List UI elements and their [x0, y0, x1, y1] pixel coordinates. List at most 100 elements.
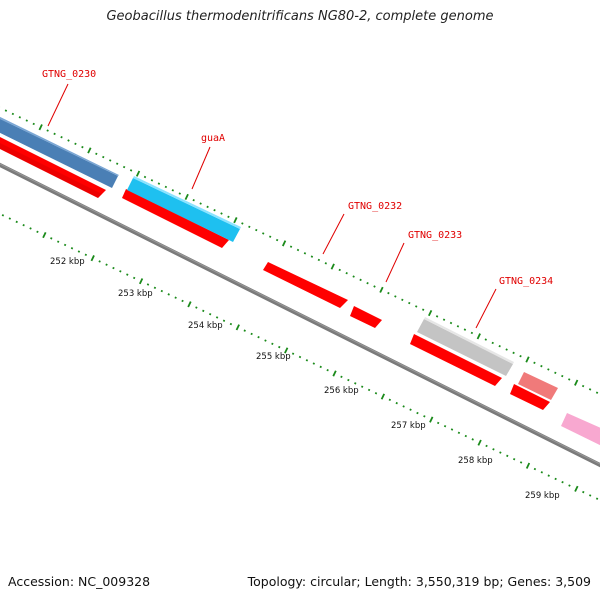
outer-minor-tick: [324, 262, 328, 265]
outer-minor-tick: [46, 129, 49, 132]
leader-guaa: [191, 146, 211, 190]
gene-label-gtng-0232[interactable]: GTNG_0232: [348, 201, 402, 212]
inner-minor-tick: [347, 378, 350, 382]
outer-minor-tick: [213, 208, 216, 212]
outer-tick-track: [0, 106, 599, 394]
inner-minor-tick: [540, 471, 544, 474]
inner-minor-tick: [132, 276, 136, 280]
outer-minor-tick: [442, 318, 446, 321]
outer-minor-tick: [401, 298, 404, 301]
kbp-label: 254 kbp: [188, 321, 223, 331]
outer-major-tick: [184, 193, 189, 201]
outer-minor-tick: [421, 308, 425, 311]
inner-minor-tick: [160, 289, 164, 293]
cds-arrow-5[interactable]: [410, 334, 502, 386]
leader-gtng-0233: [385, 242, 405, 283]
outer-minor-tick: [220, 212, 223, 215]
gene-block-gtng-0234[interactable]: [417, 317, 514, 376]
gene-block-guaa[interactable]: [127, 176, 241, 242]
inner-minor-tick: [105, 263, 108, 266]
genome-backbone: [0, 162, 600, 468]
outer-minor-tick: [122, 165, 126, 169]
outer-minor-tick: [60, 135, 63, 139]
outer-minor-tick: [32, 122, 35, 126]
kbp-label: 255 kbp: [256, 352, 291, 362]
inner-minor-tick: [423, 415, 426, 418]
inner-minor-tick: [56, 240, 60, 243]
gene-label-gtng-0234[interactable]: GTNG_0234: [499, 276, 553, 287]
inner-major-tick: [90, 255, 95, 262]
inner-minor-tick: [388, 398, 392, 402]
outer-minor-tick: [171, 189, 175, 192]
outer-minor-tick: [387, 291, 390, 295]
inner-minor-tick: [112, 266, 115, 270]
inner-minor-tick: [360, 385, 364, 388]
genome-summary-text: Topology: circular; Length: 3,550,319 bp…: [247, 574, 591, 589]
inner-minor-tick: [402, 405, 405, 408]
outer-minor-tick: [241, 222, 244, 225]
cds-arrow-3[interactable]: [263, 262, 348, 308]
kbp-label: 259 kbp: [525, 491, 560, 501]
gene-block-salmon[interactable]: [518, 372, 558, 400]
inner-minor-tick: [547, 474, 550, 477]
outer-minor-tick: [199, 202, 202, 205]
outer-minor-tick: [484, 338, 487, 341]
inner-minor-tick: [70, 247, 74, 250]
inner-minor-tick: [298, 355, 302, 359]
gene-label-guaa[interactable]: guaA: [201, 133, 225, 144]
leader-gtng-0232: [322, 213, 345, 255]
inner-minor-tick: [208, 312, 212, 316]
outer-minor-tick: [568, 378, 571, 381]
outer-major-tick: [281, 240, 287, 247]
inner-minor-tick: [126, 273, 129, 276]
outer-minor-tick: [338, 268, 341, 272]
inner-minor-tick: [167, 293, 170, 296]
outer-minor-tick: [554, 371, 557, 374]
inner-major-tick: [574, 485, 579, 492]
outer-minor-tick: [227, 215, 230, 219]
inner-major-tick: [332, 370, 337, 377]
outer-minor-tick: [366, 281, 369, 285]
gene-label-gtng-0230[interactable]: GTNG_0230: [42, 69, 96, 80]
inner-minor-tick: [257, 336, 260, 339]
outer-major-tick: [330, 263, 335, 270]
inner-major-tick: [477, 439, 482, 446]
gene-block-pink[interactable]: [561, 413, 600, 450]
inner-major-tick: [235, 324, 240, 331]
inner-minor-tick: [588, 494, 592, 497]
inner-minor-tick: [409, 408, 412, 411]
outer-minor-tick: [25, 119, 28, 122]
outer-minor-tick: [74, 142, 77, 146]
gene-block-gtng-0230[interactable]: [0, 112, 119, 188]
outer-minor-tick: [512, 351, 515, 355]
inner-minor-tick: [174, 296, 177, 299]
cds-arrow-4[interactable]: [350, 306, 382, 328]
outer-major-tick: [428, 309, 433, 317]
cds-arrow-6[interactable]: [510, 384, 550, 410]
inner-minor-tick: [395, 401, 398, 405]
outer-minor-tick: [95, 152, 98, 155]
inner-minor-tick: [195, 306, 198, 309]
outer-minor-tick: [4, 109, 8, 112]
inner-minor-tick: [367, 388, 371, 392]
outer-minor-tick: [296, 248, 300, 252]
inner-minor-tick: [77, 250, 81, 253]
outer-minor-tick: [595, 391, 599, 394]
inner-minor-tick: [443, 425, 447, 428]
inner-minor-tick: [485, 444, 488, 448]
outer-minor-tick: [408, 301, 411, 305]
inner-minor-tick: [319, 365, 322, 369]
cds-arrow-1[interactable]: [0, 132, 106, 198]
inner-major-tick: [525, 462, 531, 469]
outer-minor-tick: [456, 325, 460, 328]
gene-label-gtng-0233[interactable]: GTNG_0233: [408, 230, 462, 241]
outer-minor-tick: [178, 192, 181, 195]
outer-minor-tick: [109, 159, 112, 162]
cds-arrow-2[interactable]: [122, 189, 229, 248]
inner-minor-tick: [436, 421, 440, 425]
kbp-label: 257 kbp: [391, 421, 426, 431]
inner-major-tick: [380, 393, 386, 400]
inner-minor-tick: [29, 227, 32, 230]
inner-minor-tick: [595, 497, 599, 500]
